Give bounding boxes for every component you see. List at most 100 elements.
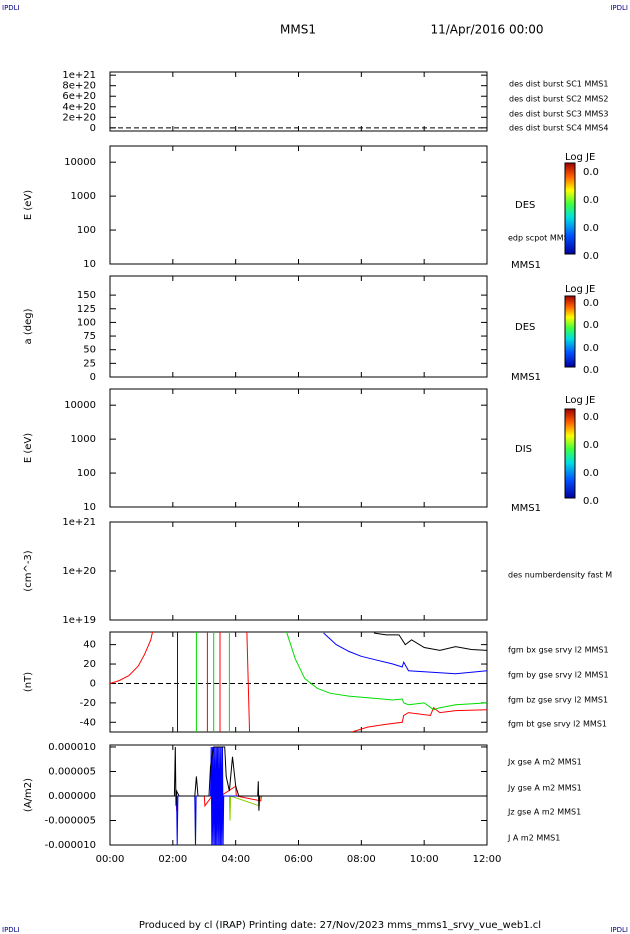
y-tick-label: 1000 — [71, 191, 96, 202]
y-tick-label: 0.000005 — [48, 766, 96, 777]
y-tick-label: 125 — [77, 304, 96, 315]
colorbar — [564, 408, 576, 499]
plot-frame — [109, 631, 488, 733]
y-tick-label: -40 — [80, 717, 96, 728]
colorbar-tick-label: 0.0 — [583, 167, 599, 178]
panel-label: des dist burst SC2 MMS2 — [509, 95, 608, 104]
title: MMS1 — [280, 23, 316, 37]
y-tick-label: 1e+19 — [62, 615, 96, 626]
colorbar-tick-label: 0.0 — [583, 440, 599, 451]
y-axis-label: (cm^-3) — [23, 550, 34, 591]
colorbar-tick-label: 0.0 — [583, 223, 599, 234]
y-tick-label: 25 — [83, 358, 96, 369]
y-tick-label: 50 — [83, 345, 96, 356]
y-tick-label: -0.000005 — [45, 815, 96, 826]
colorbar-title: Log JE — [565, 152, 595, 163]
panel-label: edp scpot MMS1 — [508, 234, 574, 243]
corner-label: IPDLI — [610, 926, 628, 934]
panel-label: MMS1 — [511, 260, 541, 271]
y-axis-label: a (deg) — [23, 308, 34, 344]
panel-label: MMS1 — [511, 372, 541, 383]
plot-frame — [109, 145, 488, 265]
panel-label: des dist burst SC3 MMS3 — [509, 110, 608, 119]
colorbar-tick-label: 0.0 — [583, 251, 599, 262]
y-tick-label: 20 — [83, 659, 96, 670]
y-tick-label: 100 — [77, 225, 96, 236]
legend-label: Jx gse A m2 MMS1 — [507, 758, 582, 767]
series-line — [110, 746, 487, 811]
y-tick-label: 0.000000 — [48, 791, 96, 802]
plot-frame — [109, 71, 488, 132]
y-tick-label: 0.000010 — [48, 742, 96, 753]
legend-label: Jy gse A m2 MMS1 — [507, 784, 582, 793]
legend-label: J A m2 MMS1 — [507, 834, 560, 843]
colorbar-tick-label: 0.0 — [583, 195, 599, 206]
y-tick-label: 0 — [90, 123, 96, 134]
y-axis-label: (nT) — [23, 672, 34, 692]
colorbar-title: Log JE — [565, 284, 595, 295]
y-tick-label: 10 — [83, 259, 96, 270]
colorbar-tick-label: 0.0 — [583, 468, 599, 479]
colorbar-tick-label: 0.0 — [583, 496, 599, 507]
date: 11/Apr/2016 00:00 — [430, 23, 543, 37]
plot-frame — [109, 744, 488, 846]
legend-label: fgm by gse srvy l2 MMS1 — [508, 671, 609, 680]
series-line — [110, 795, 487, 845]
corner-label: IPDLI — [610, 4, 628, 12]
x-tick-label: 04:00 — [221, 854, 250, 865]
colorbar — [564, 295, 576, 368]
colorbar-tick-label: 0.0 — [583, 343, 599, 354]
panel-label: DES — [515, 322, 535, 333]
y-tick-label: 100 — [77, 317, 96, 328]
y-tick-label: 1e+21 — [62, 70, 96, 81]
panel-label: des dist burst SC1 MMS1 — [509, 80, 608, 89]
x-tick-label: 10:00 — [410, 854, 439, 865]
plot-frame — [109, 275, 488, 378]
panel-label: DIS — [515, 444, 532, 455]
colorbar-tick-label: 0.0 — [583, 320, 599, 331]
y-tick-label: -0.000010 — [45, 840, 96, 851]
y-tick-label: 6e+20 — [62, 91, 96, 102]
y-tick-label: 0 — [90, 678, 96, 689]
y-tick-label: 100 — [77, 468, 96, 479]
colorbar-title: Log JE — [565, 395, 595, 406]
y-tick-label: 1e+20 — [62, 566, 96, 577]
y-tick-label: 150 — [77, 290, 96, 301]
y-tick-label: 0 — [90, 372, 96, 383]
y-tick-label: 4e+20 — [62, 102, 96, 113]
series-line — [195, 632, 487, 732]
panel-label: des dist burst SC4 MMS4 — [509, 124, 608, 133]
colorbar-tick-label: 0.0 — [583, 412, 599, 423]
y-tick-label: 2e+20 — [62, 112, 96, 123]
panel-label: DES — [515, 200, 535, 211]
x-tick-label: 12:00 — [473, 854, 502, 865]
footer: Produced by cl (IRAP) Printing date: 27/… — [139, 920, 541, 931]
colorbar-tick-label: 0.0 — [583, 298, 599, 309]
corner-label: IPDLI — [2, 926, 20, 934]
colorbar — [564, 162, 576, 255]
x-tick-label: 02:00 — [158, 854, 187, 865]
y-tick-label: 40 — [83, 640, 96, 651]
panel-label: des numberdensity fast M — [508, 571, 612, 580]
y-tick-label: -20 — [80, 698, 96, 709]
y-axis-label: (A/m2) — [23, 778, 34, 812]
legend-label: Jz gse A m2 MMS1 — [507, 808, 581, 817]
y-tick-label: 8e+20 — [62, 81, 96, 92]
plot-frame — [109, 521, 488, 621]
series-line — [373, 632, 487, 651]
colorbar-tick-label: 0.0 — [583, 365, 599, 376]
y-tick-label: 10 — [83, 502, 96, 513]
y-axis-label: E (eV) — [23, 190, 34, 220]
y-tick-label: 10000 — [64, 157, 96, 168]
x-tick-label: 06:00 — [284, 854, 313, 865]
series-line — [110, 632, 487, 732]
y-tick-label: 1000 — [71, 434, 96, 445]
y-tick-label: 10000 — [64, 400, 96, 411]
plot-frame — [109, 388, 488, 508]
y-axis-label: E (eV) — [23, 433, 34, 463]
legend-label: fgm bt gse srvy l2 MMS1 — [508, 720, 607, 729]
y-tick-label: 1e+21 — [62, 517, 96, 528]
legend-label: fgm bx gse srvy l2 MMS1 — [508, 646, 609, 655]
corner-label: IPDLI — [2, 4, 20, 12]
